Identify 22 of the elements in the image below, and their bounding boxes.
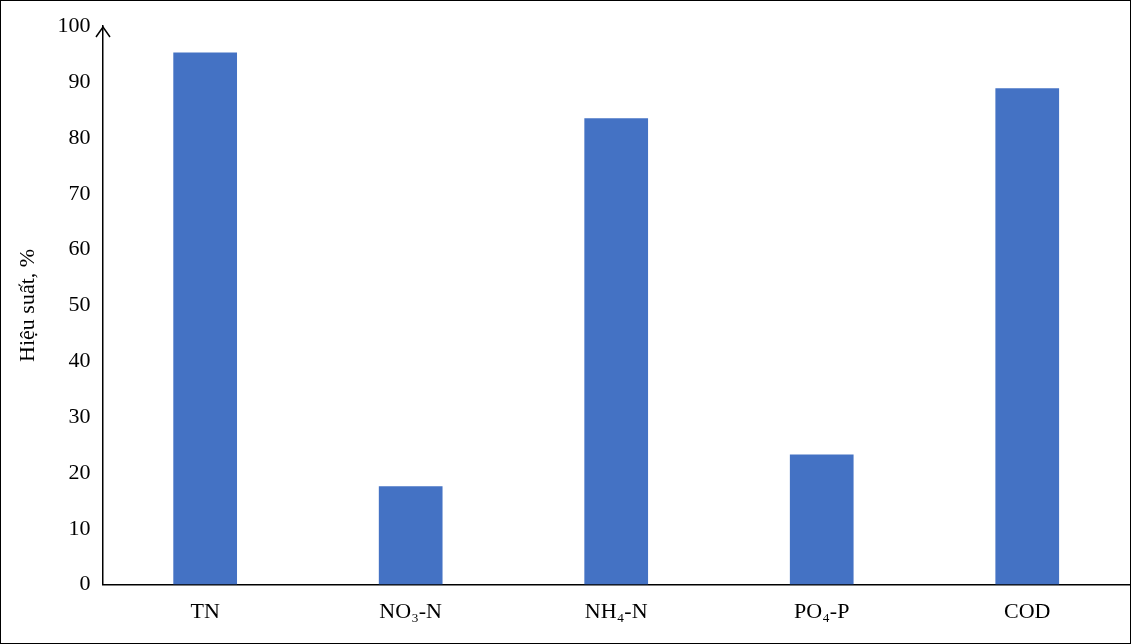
y-tick-label: 70 (68, 179, 91, 205)
y-axis-title: Hiệu suất, % (13, 248, 39, 362)
x-tick-label: COD (1004, 597, 1051, 623)
y-tick-label: 100 (57, 11, 91, 37)
y-tick-label: 10 (68, 514, 91, 540)
bar (584, 118, 649, 585)
y-tick-label: 30 (68, 402, 91, 428)
bar (378, 486, 443, 585)
x-tick-label: NO₃-N (379, 597, 443, 623)
x-tick-label: PO₄-P (794, 597, 850, 623)
y-tick-label: 50 (68, 291, 91, 317)
y-tick-label: 60 (68, 235, 91, 261)
y-tick-label: 90 (68, 67, 91, 93)
x-tick-label: NH₄-N (584, 597, 648, 623)
y-tick-label: 0 (79, 570, 91, 596)
y-tick-label: 20 (68, 458, 91, 484)
bar (995, 88, 1060, 585)
y-tick-label: 80 (68, 123, 91, 149)
x-tick-label: TN (190, 597, 220, 623)
bar (173, 52, 238, 585)
bar (789, 454, 854, 585)
y-tick-label: 40 (68, 347, 91, 373)
